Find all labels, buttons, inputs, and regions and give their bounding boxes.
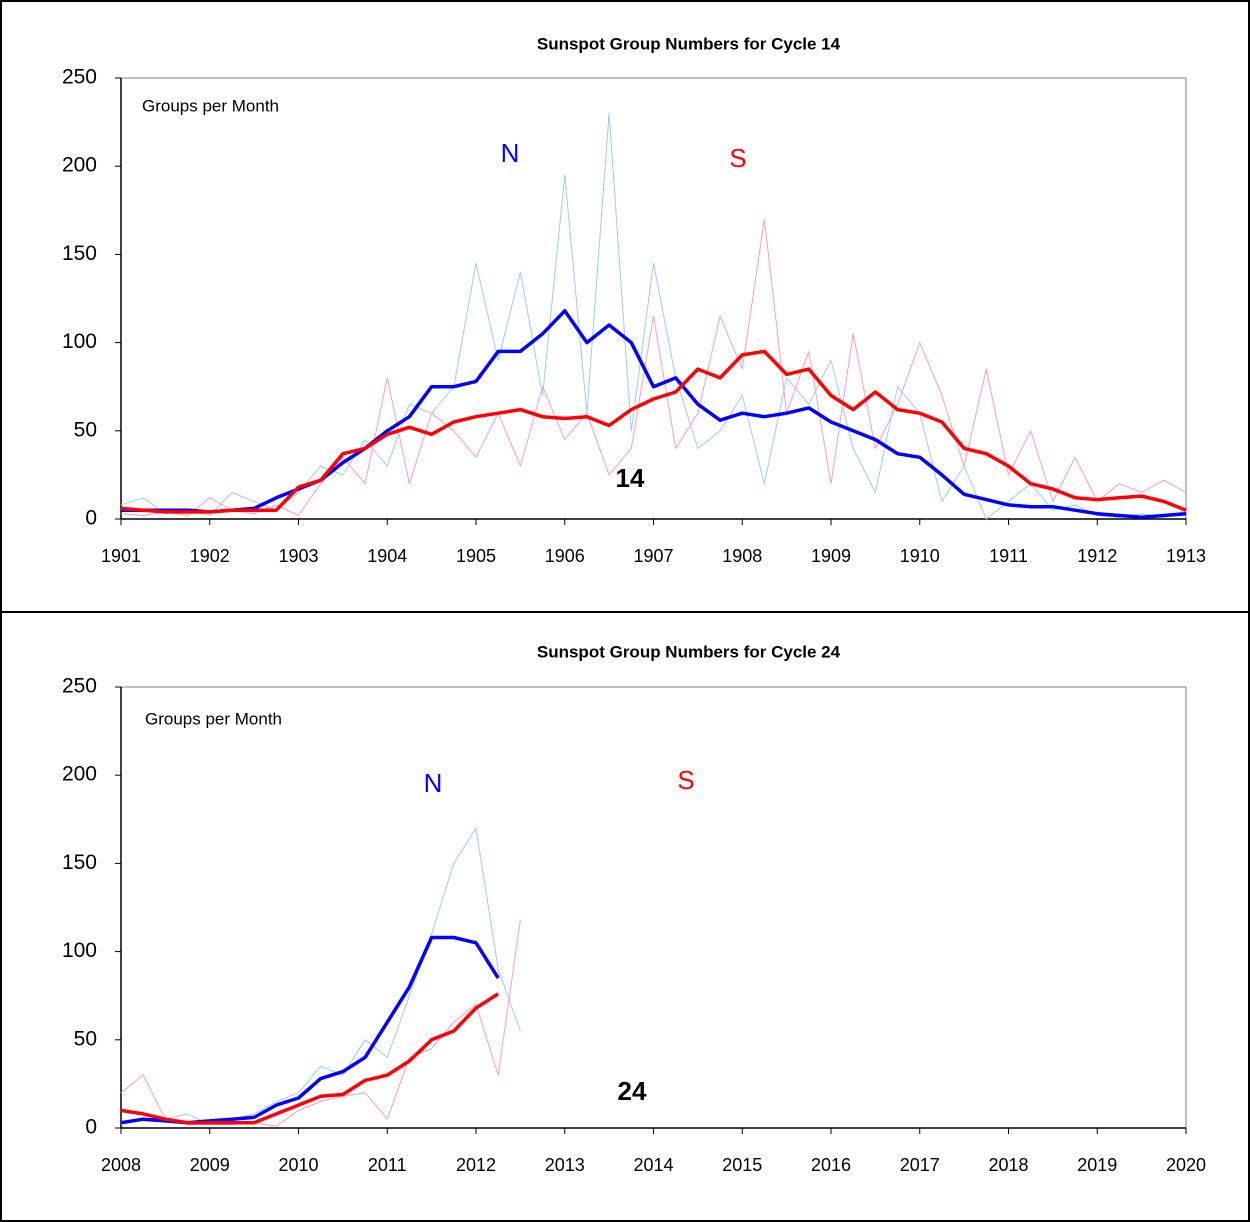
annotation: N [424,768,443,798]
series-line [120,827,521,1125]
y-tick-label: 250 [62,66,97,89]
x-tick-label: 1911 [989,546,1028,566]
annotation: Groups per Month [145,709,282,728]
x-tick-label: 1908 [722,546,762,566]
x-tick-label: 1906 [545,546,585,566]
x-tick-label: 1907 [633,546,673,566]
x-tick-label: 1910 [900,546,940,566]
y-tick-label: 200 [62,763,97,786]
x-tick-label: 2019 [1077,1155,1117,1175]
x-tick-label: 1909 [811,546,851,566]
x-tick-label: 1902 [190,546,230,566]
chart-title: Sunspot Group Numbers for Cycle 14 [537,34,841,53]
x-tick-label: 2015 [722,1155,762,1175]
y-tick-label: 50 [74,418,97,441]
x-tick-label: 2018 [988,1155,1028,1175]
x-tick-label: 1901 [101,546,141,566]
x-tick-label: 1913 [1166,546,1206,566]
y-tick-label: 150 [62,242,97,265]
x-tick-label: 2012 [456,1155,496,1175]
x-tick-label: 1903 [278,546,318,566]
annotation: S [729,143,746,173]
series-line [120,919,521,1127]
y-tick-label: 250 [62,675,97,698]
y-tick-label: 50 [74,1027,97,1050]
annotation: 24 [618,1076,647,1106]
x-tick-label: 1912 [1077,546,1117,566]
annotation: S [677,765,694,795]
x-tick-label: 2008 [101,1155,141,1175]
annotation: Groups per Month [142,96,279,115]
y-tick-label: 100 [62,939,97,962]
y-tick-label: 0 [85,507,97,530]
x-tick-label: 2010 [278,1155,318,1175]
x-tick-label: 2013 [545,1155,585,1175]
y-tick-label: 100 [62,330,97,353]
x-tick-label: 1904 [367,546,407,566]
y-tick-label: 150 [62,851,97,874]
x-tick-label: 2016 [811,1155,851,1175]
y-tick-label: 0 [85,1116,97,1139]
series-line [120,349,1187,514]
x-tick-label: 2020 [1166,1155,1206,1175]
chart-title: Sunspot Group Numbers for Cycle 24 [537,642,841,661]
x-tick-label: 2014 [633,1155,673,1175]
x-tick-label: 2009 [190,1155,230,1175]
annotation: 14 [616,463,645,493]
series-line [120,992,500,1125]
y-tick-label: 200 [62,154,97,177]
x-tick-label: 1905 [456,546,496,566]
x-tick-label: 2011 [368,1155,407,1175]
x-tick-label: 2017 [900,1155,940,1175]
series-line [120,112,1187,520]
series-line [120,218,1187,516]
annotation: N [501,138,520,168]
